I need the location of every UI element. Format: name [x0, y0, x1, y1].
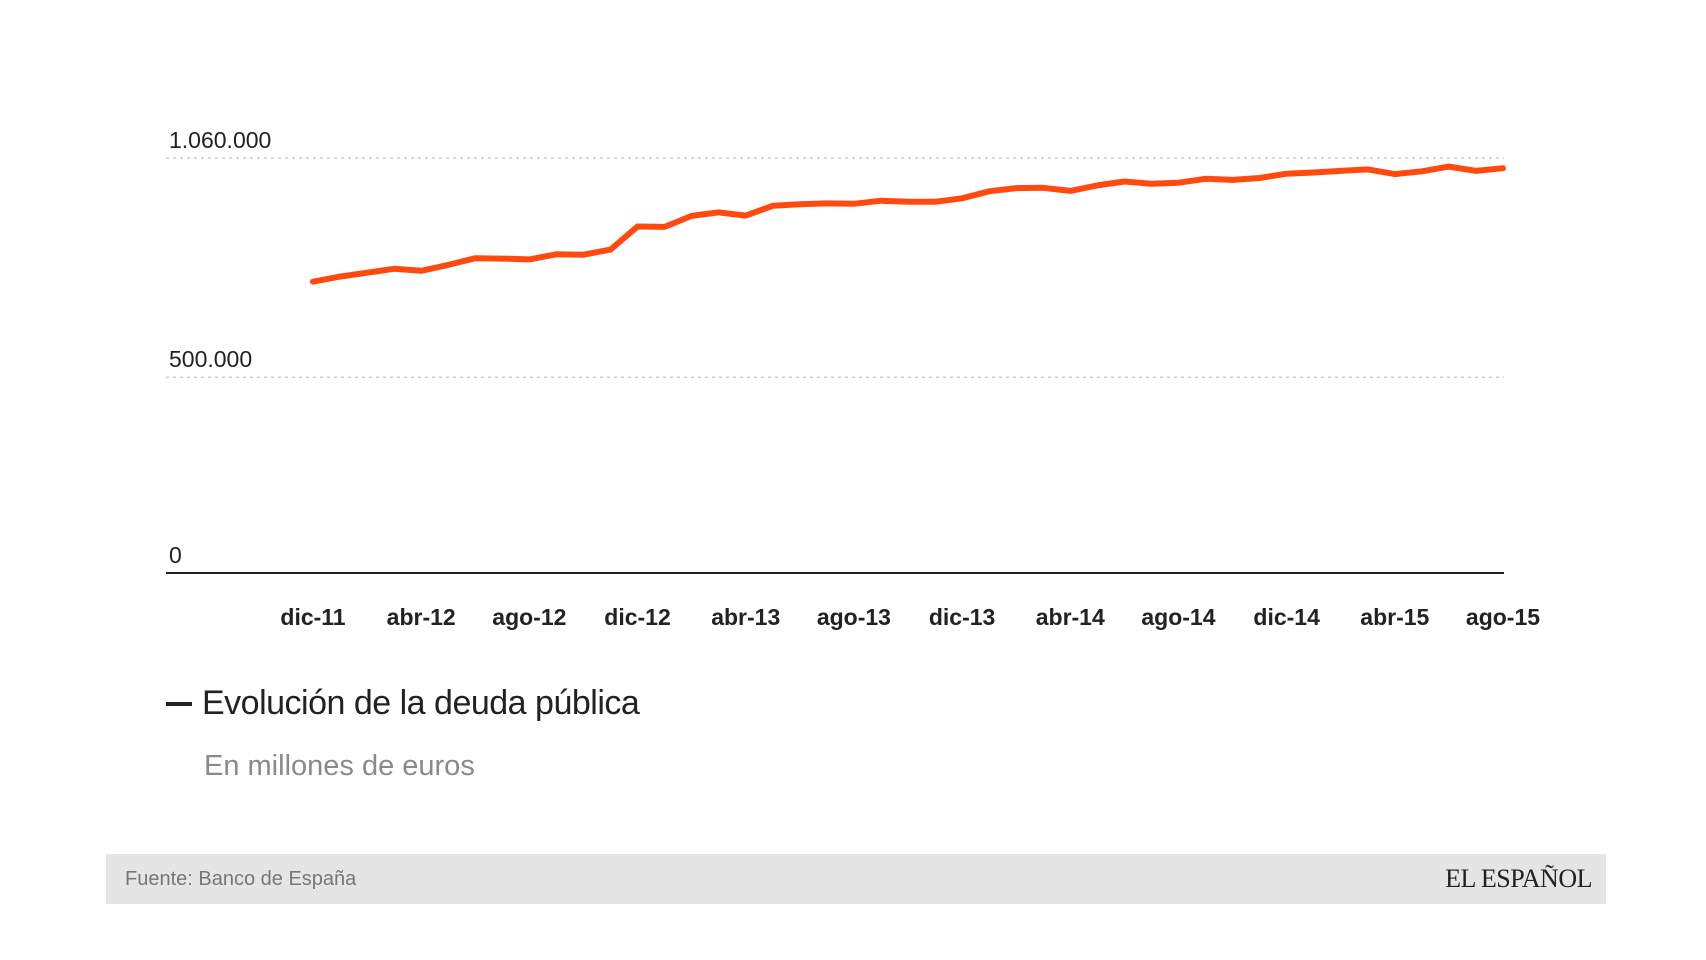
- x-tick-label: abr-15: [1360, 604, 1429, 630]
- gridlines: [166, 157, 1504, 378]
- x-tick-label: dic-11: [280, 604, 345, 630]
- x-tick-label: ago-15: [1466, 604, 1540, 630]
- y-axis-ticks: 0 500.000 1.060.000: [169, 127, 271, 568]
- x-tick-label: ago-13: [817, 604, 891, 630]
- series-line-deuda-publica: [310, 163, 1506, 285]
- x-tick-label: ago-12: [492, 604, 566, 630]
- x-tick-label: ago-14: [1141, 604, 1215, 630]
- footer-bar: Fuente: Banco de España EL ESPAÑOL: [106, 854, 1606, 904]
- y-tick-label: 0: [169, 542, 182, 568]
- x-tick-label: dic-12: [604, 604, 670, 630]
- legend: Evolución de la deuda pública: [166, 684, 640, 723]
- x-axis-ticks: dic-11 abr-12 ago-12 dic-12 abr-13 ago-13 dic-…: [280, 604, 1540, 630]
- x-tick-label: abr-14: [1036, 604, 1105, 630]
- legend-swatch: [166, 701, 192, 706]
- chart-subtitle: En millones de euros: [204, 750, 475, 782]
- y-tick-label: 1.060.000: [169, 127, 271, 153]
- chart-title: Evolución de la deuda pública: [202, 684, 640, 722]
- x-tick-label: dic-14: [1253, 604, 1320, 630]
- x-tick-label: abr-12: [387, 604, 456, 630]
- x-tick-label: dic-13: [929, 604, 995, 630]
- source-note: Fuente: Banco de España: [125, 868, 357, 890]
- y-tick-label: 500.000: [169, 346, 252, 372]
- x-tick-label: abr-13: [711, 604, 780, 630]
- brand-logo: EL ESPAÑOL: [1445, 864, 1592, 893]
